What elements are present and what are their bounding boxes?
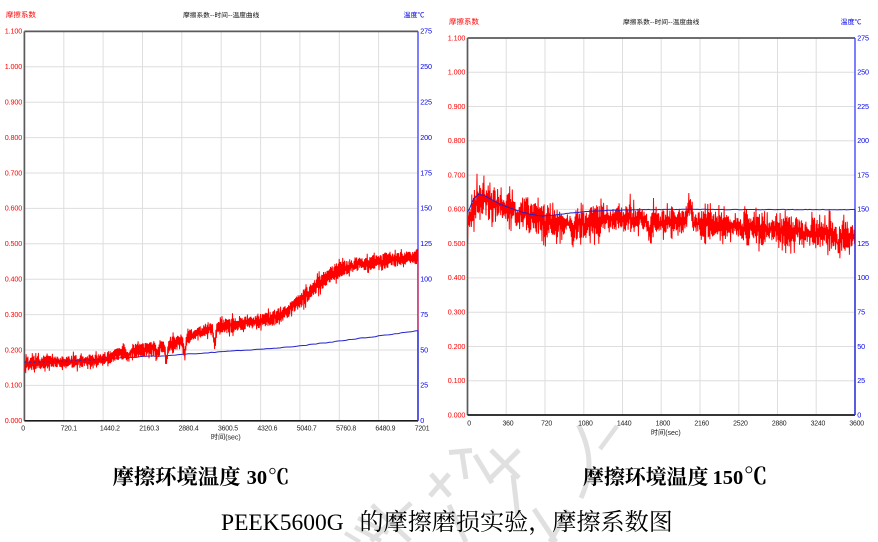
svg-text:125: 125: [420, 239, 432, 248]
svg-text:4320.6: 4320.6: [257, 425, 277, 432]
svg-text:250: 250: [857, 68, 869, 77]
svg-text:3600.5: 3600.5: [218, 425, 238, 432]
svg-text:0.800: 0.800: [5, 133, 23, 142]
svg-text:1800: 1800: [656, 420, 671, 427]
svg-text:30: 30: [247, 467, 268, 489]
svg-text:0: 0: [21, 425, 25, 432]
svg-text:225: 225: [420, 98, 432, 107]
svg-text:(sec): (sec): [225, 434, 241, 441]
svg-text:0: 0: [420, 416, 424, 425]
svg-text:1080: 1080: [578, 420, 593, 427]
svg-text:0.700: 0.700: [5, 168, 23, 177]
svg-text:360: 360: [502, 420, 513, 427]
svg-text:1.000: 1.000: [448, 68, 466, 77]
svg-text:3600: 3600: [849, 420, 864, 427]
svg-text:0.200: 0.200: [5, 345, 23, 354]
svg-text:0.400: 0.400: [5, 275, 23, 284]
svg-text:0.100: 0.100: [5, 381, 23, 390]
svg-text:175: 175: [857, 170, 869, 179]
svg-text:5040.7: 5040.7: [297, 425, 317, 432]
svg-text:0.500: 0.500: [5, 239, 23, 248]
svg-text:2160: 2160: [694, 420, 709, 427]
svg-text:3240: 3240: [811, 420, 826, 427]
svg-text:0.100: 0.100: [448, 376, 466, 385]
svg-text:0.400: 0.400: [448, 273, 466, 282]
svg-text:150: 150: [420, 204, 432, 213]
svg-text:0.500: 0.500: [448, 239, 466, 248]
svg-text:175: 175: [420, 168, 432, 177]
svg-text:0.600: 0.600: [448, 205, 466, 214]
svg-text:720.1: 720.1: [61, 425, 78, 432]
svg-text:0.300: 0.300: [5, 310, 23, 319]
svg-text:1440.2: 1440.2: [100, 425, 120, 432]
svg-text:0.900: 0.900: [448, 102, 466, 111]
svg-text:7201: 7201: [415, 425, 430, 432]
svg-text:(sec): (sec): [665, 430, 681, 437]
svg-text:100: 100: [857, 273, 869, 282]
svg-text:150: 150: [857, 205, 869, 214]
svg-text:25: 25: [420, 381, 428, 390]
svg-text:0.000: 0.000: [448, 410, 466, 419]
svg-text:1440: 1440: [617, 420, 632, 427]
svg-text:0.200: 0.200: [448, 342, 466, 351]
svg-text:25: 25: [857, 376, 865, 385]
svg-text:75: 75: [857, 308, 865, 317]
svg-text:0.700: 0.700: [448, 170, 466, 179]
svg-text:5760.8: 5760.8: [336, 425, 356, 432]
svg-text:PEEK5600G: PEEK5600G: [221, 510, 344, 536]
svg-text:225: 225: [857, 102, 869, 111]
svg-text:1.100: 1.100: [448, 33, 466, 42]
svg-text:0: 0: [467, 420, 471, 427]
svg-text:6480.9: 6480.9: [375, 425, 395, 432]
svg-text:150: 150: [713, 467, 744, 489]
svg-text:275: 275: [857, 33, 869, 42]
svg-text:2520: 2520: [733, 420, 748, 427]
svg-text:0: 0: [857, 410, 861, 419]
svg-text:2880: 2880: [772, 420, 787, 427]
svg-text:50: 50: [857, 342, 865, 351]
svg-text:0.300: 0.300: [448, 308, 466, 317]
svg-text:0.000: 0.000: [5, 416, 23, 425]
svg-text:720: 720: [541, 420, 552, 427]
svg-text:50: 50: [420, 345, 428, 354]
svg-text:200: 200: [857, 136, 869, 145]
svg-text:125: 125: [857, 239, 869, 248]
svg-text:0.600: 0.600: [5, 204, 23, 213]
svg-text:2880.4: 2880.4: [179, 425, 199, 432]
svg-text:250: 250: [420, 62, 432, 71]
svg-text:2160.3: 2160.3: [139, 425, 159, 432]
svg-text:1.100: 1.100: [5, 27, 23, 36]
svg-text:275: 275: [420, 27, 432, 36]
svg-text:1.000: 1.000: [5, 62, 23, 71]
svg-text:100: 100: [420, 275, 432, 284]
svg-text:200: 200: [420, 133, 432, 142]
svg-text:0.800: 0.800: [448, 136, 466, 145]
svg-text:75: 75: [420, 310, 428, 319]
svg-text:0.900: 0.900: [5, 98, 23, 107]
